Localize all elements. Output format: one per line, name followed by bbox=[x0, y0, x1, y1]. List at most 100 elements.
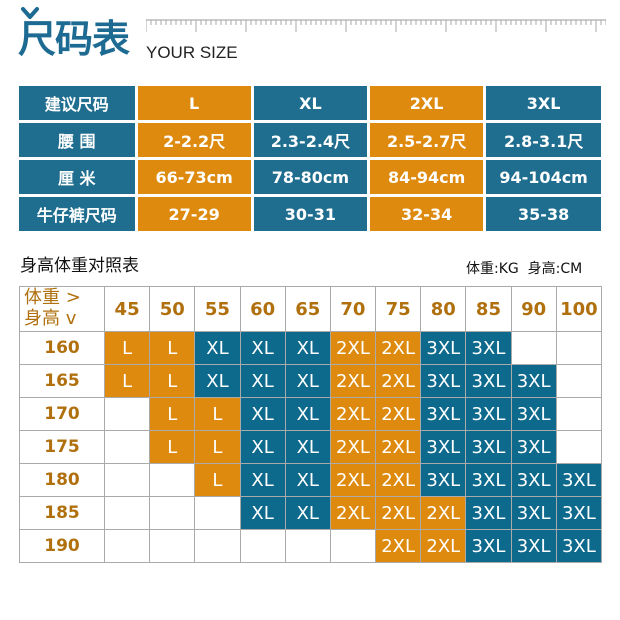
size-recommendation-cell: L bbox=[149, 397, 196, 431]
size-cell: 32-34 bbox=[368, 195, 487, 231]
empty-cell bbox=[103, 496, 151, 530]
empty-cell bbox=[103, 463, 151, 497]
size-cell: 2.5-2.7尺 bbox=[368, 121, 487, 160]
size-recommendation-cell: 2XL bbox=[375, 529, 422, 563]
corner-weight-label: 体重 > bbox=[24, 287, 81, 309]
ruler-decoration bbox=[146, 19, 606, 32]
weight-header-cell: 65 bbox=[284, 286, 331, 332]
size-recommendation-cell: XL bbox=[284, 397, 331, 431]
size-recommendation-cell: 2XL bbox=[375, 496, 422, 530]
size-recommendation-cell: 3XL bbox=[465, 430, 512, 464]
size-recommendation-cell: L bbox=[103, 364, 151, 398]
size-recommendation-cell: 3XL bbox=[420, 397, 467, 431]
size-recommendation-cell: XL bbox=[239, 496, 286, 530]
size-recommendation-cell: 2XL bbox=[329, 430, 377, 464]
page-title: 尺码表 bbox=[18, 17, 130, 61]
corner-height-label: 身高 v bbox=[24, 308, 77, 329]
size-recommendation-cell: 3XL bbox=[510, 430, 557, 464]
size-recommendation-cell: 3XL bbox=[510, 463, 557, 497]
size-cell: 27-29 bbox=[136, 195, 254, 231]
size-recommendation-cell: L bbox=[194, 397, 241, 431]
empty-cell bbox=[555, 430, 603, 464]
height-label: 180 bbox=[19, 463, 105, 497]
empty-cell bbox=[103, 397, 151, 431]
size-recommendation-cell: 2XL bbox=[420, 496, 467, 530]
page-subtitle: YOUR SIZE bbox=[146, 43, 238, 62]
size-row-label: 腰 围 bbox=[19, 121, 138, 160]
size-recommendation-cell: 3XL bbox=[465, 397, 512, 431]
size-recommendation-cell: 3XL bbox=[510, 496, 557, 530]
height-weight-table: 体重 > 身高 v 45 50 55 60 65 70 75 80 85 90 100 160 L L XL XL… bbox=[19, 286, 603, 563]
size-recommendation-cell: L bbox=[103, 331, 151, 365]
size-row: 建议尺码 L XL 2XL 3XL bbox=[19, 86, 601, 123]
empty-cell bbox=[555, 364, 603, 398]
empty-cell bbox=[555, 397, 603, 431]
size-recommendation-cell: 3XL bbox=[420, 364, 467, 398]
size-recommendation-cell: 2XL bbox=[375, 364, 422, 398]
weight-header-cell: 45 bbox=[103, 286, 151, 332]
empty-cell bbox=[149, 496, 196, 530]
size-recommendation-cell: XL bbox=[284, 496, 331, 530]
empty-cell bbox=[149, 463, 196, 497]
size-cell: L bbox=[136, 86, 254, 123]
empty-cell bbox=[329, 529, 377, 563]
units-label: 体重:KG 身高:CM bbox=[466, 262, 582, 276]
size-row: 腰 围 2-2.2尺 2.3-2.4尺 2.5-2.7尺 2.8-3.1尺 bbox=[19, 121, 601, 160]
height-row: 180 L XL XL 2XL 2XL 3XL 3XL 3XL 3XL bbox=[19, 463, 603, 497]
size-recommendation-cell: 3XL bbox=[555, 463, 603, 497]
size-recommendation-cell: 2XL bbox=[329, 331, 377, 365]
size-recommendation-cell: 3XL bbox=[510, 364, 557, 398]
size-cell: 84-94cm bbox=[368, 158, 487, 197]
height-label: 175 bbox=[19, 430, 105, 464]
size-recommendation-cell: XL bbox=[194, 364, 241, 398]
empty-cell bbox=[239, 529, 286, 563]
height-unit: 身高:CM bbox=[527, 261, 583, 277]
size-table: 建议尺码 L XL 2XL 3XL 腰 围 2-2.2尺 2.3-2.4尺 2.5-2.7尺 2.… bbox=[19, 86, 601, 231]
empty-cell bbox=[510, 331, 557, 365]
height-row: 190 2XL 2XL 3XL 3XL 3XL bbox=[19, 529, 603, 563]
size-recommendation-cell: L bbox=[149, 430, 196, 464]
size-recommendation-cell: 3XL bbox=[555, 496, 603, 530]
size-recommendation-cell: XL bbox=[239, 397, 286, 431]
empty-cell bbox=[103, 529, 151, 563]
height-weight-title: 身高体重对照表 bbox=[20, 256, 139, 276]
weight-header-cell: 80 bbox=[420, 286, 467, 332]
size-recommendation-cell: 2XL bbox=[375, 331, 422, 365]
size-recommendation-cell: XL bbox=[284, 364, 331, 398]
weight-header-cell: 50 bbox=[149, 286, 196, 332]
size-cell: 2.8-3.1尺 bbox=[484, 121, 601, 160]
size-recommendation-cell: XL bbox=[239, 430, 286, 464]
empty-cell bbox=[194, 496, 241, 530]
empty-cell bbox=[284, 529, 331, 563]
size-recommendation-cell: 2XL bbox=[375, 430, 422, 464]
size-recommendation-cell: 3XL bbox=[555, 529, 603, 563]
size-cell: 78-80cm bbox=[252, 158, 371, 197]
size-cell: 3XL bbox=[484, 86, 601, 123]
weight-header-cell: 55 bbox=[194, 286, 241, 332]
weight-header-cell: 90 bbox=[510, 286, 557, 332]
size-recommendation-cell: 3XL bbox=[510, 397, 557, 431]
size-recommendation-cell: L bbox=[149, 364, 196, 398]
height-label: 165 bbox=[19, 364, 105, 398]
size-recommendation-cell: 2XL bbox=[329, 364, 377, 398]
height-row: 165 L L XL XL XL 2XL 2XL 3XL 3XL 3XL bbox=[19, 364, 603, 398]
weight-unit: 体重:KG bbox=[466, 261, 519, 277]
height-row: 175 L L XL XL 2XL 2XL 3XL 3XL 3XL bbox=[19, 430, 603, 464]
size-recommendation-cell: 3XL bbox=[465, 463, 512, 497]
size-recommendation-cell: 2XL bbox=[420, 529, 467, 563]
size-row-label: 牛仔裤尺码 bbox=[19, 195, 138, 231]
size-recommendation-cell: XL bbox=[239, 331, 286, 365]
size-cell: 2XL bbox=[368, 86, 487, 123]
size-row-label: 厘 米 bbox=[19, 158, 138, 197]
height-label: 185 bbox=[19, 496, 105, 530]
size-recommendation-cell: 2XL bbox=[329, 463, 377, 497]
size-recommendation-cell: 2XL bbox=[329, 496, 377, 530]
size-recommendation-cell: L bbox=[194, 463, 241, 497]
size-recommendation-cell: 3XL bbox=[420, 430, 467, 464]
size-cell: 2-2.2尺 bbox=[136, 121, 254, 160]
empty-cell bbox=[555, 331, 603, 365]
size-recommendation-cell: 3XL bbox=[465, 529, 512, 563]
weight-header-row: 体重 > 身高 v 45 50 55 60 65 70 75 80 85 90 100 bbox=[19, 286, 603, 332]
size-recommendation-cell: 3XL bbox=[510, 529, 557, 563]
height-row: 170 L L XL XL 2XL 2XL 3XL 3XL 3XL bbox=[19, 397, 603, 431]
